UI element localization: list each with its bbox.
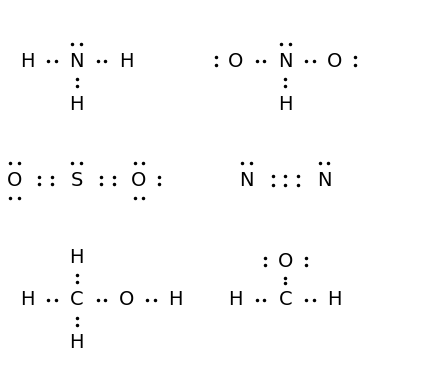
Text: H: H <box>327 291 342 309</box>
Text: H: H <box>20 291 35 309</box>
Text: H: H <box>119 52 133 71</box>
Text: S: S <box>71 171 83 190</box>
Text: O: O <box>228 52 243 71</box>
Text: O: O <box>119 291 134 309</box>
Text: H: H <box>69 334 84 352</box>
Text: H: H <box>69 247 84 267</box>
Text: O: O <box>131 171 147 190</box>
Text: H: H <box>69 94 84 114</box>
Text: O: O <box>327 52 343 71</box>
Text: H: H <box>20 52 35 71</box>
Text: O: O <box>278 252 293 271</box>
Text: C: C <box>278 291 292 309</box>
Text: H: H <box>278 94 293 114</box>
Text: O: O <box>6 171 22 190</box>
Text: C: C <box>70 291 84 309</box>
Text: H: H <box>168 291 183 309</box>
Text: N: N <box>317 171 331 190</box>
Text: N: N <box>239 171 254 190</box>
Text: N: N <box>69 52 84 71</box>
Text: H: H <box>229 291 243 309</box>
Text: N: N <box>278 52 293 71</box>
